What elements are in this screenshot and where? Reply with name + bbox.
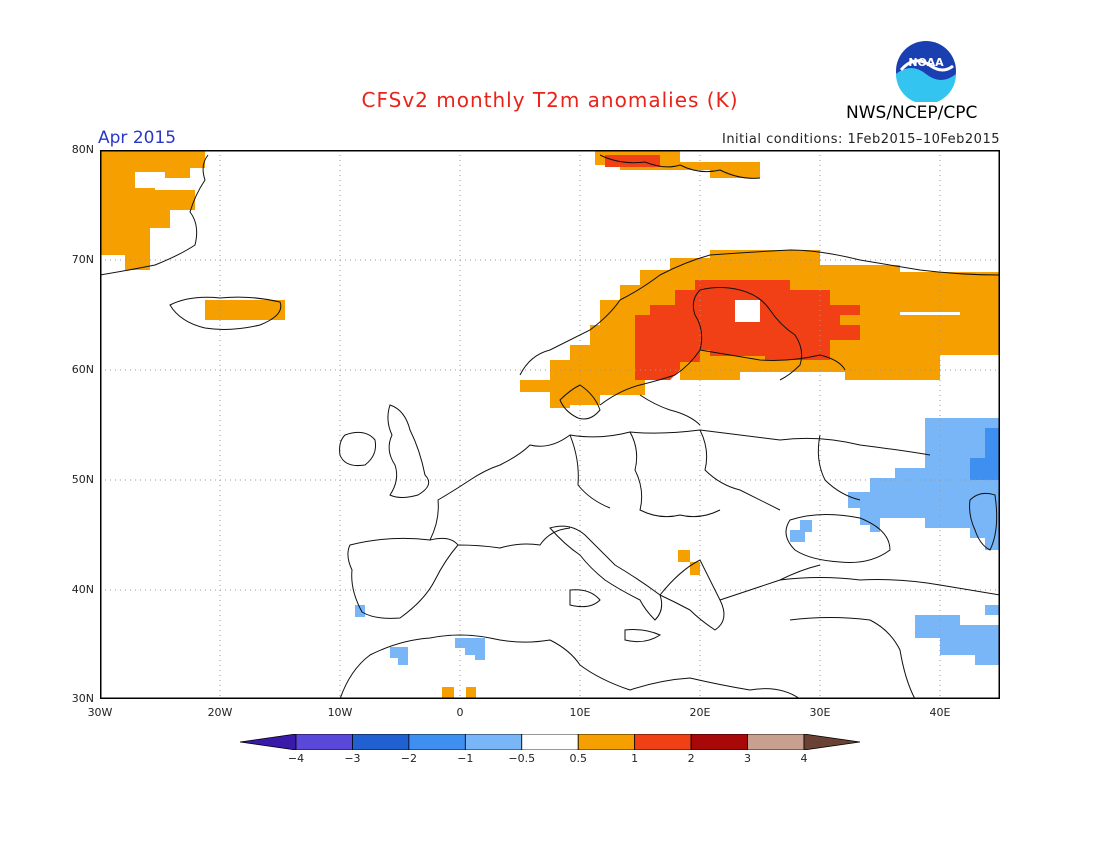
initial-conditions: Initial conditions: 1Feb2015–10Feb2015 <box>721 132 1000 147</box>
legend-label: −4 <box>287 752 305 765</box>
legend-label: 1 <box>631 752 639 765</box>
legend-swatch <box>521 734 579 750</box>
logo-text: NOAA <box>908 56 944 69</box>
forecast-month: Apr 2015 <box>98 128 177 148</box>
legend-swatch <box>408 734 466 750</box>
lat-label-60n: 60N <box>71 363 94 376</box>
lon-label-30e: 30E <box>809 706 831 719</box>
legend-label: −2 <box>400 752 417 765</box>
legend-label: 2 <box>687 752 695 765</box>
legend-swatch <box>240 734 297 750</box>
lon-label-20w: 20W <box>207 706 233 719</box>
legend-label: 4 <box>800 752 808 765</box>
legend-label: −1 <box>457 752 474 765</box>
legend-swatch <box>747 734 805 750</box>
lat-label-50n: 50N <box>71 473 94 486</box>
legend-label: 0.5 <box>569 752 587 765</box>
coastlines <box>100 154 1000 699</box>
legend-swatch <box>352 734 410 750</box>
lon-label-30w: 30W <box>87 706 113 719</box>
lon-label-0: 0 <box>456 706 464 719</box>
lat-label-30n: 30N <box>71 692 94 705</box>
legend-label: −3 <box>344 752 361 765</box>
legend-swatch <box>577 734 636 750</box>
lon-label-10e: 10E <box>569 706 591 719</box>
organization-label: NWS/NCEP/CPC <box>846 103 978 123</box>
legend-label: −0.5 <box>508 752 536 765</box>
lon-label-20e: 20E <box>689 706 711 719</box>
graticule <box>100 150 1000 699</box>
legend-swatch <box>295 734 353 750</box>
legend-label: 3 <box>744 752 752 765</box>
legend-swatch <box>803 734 860 750</box>
warm-anomaly-regions <box>100 150 1000 699</box>
anomaly-map <box>100 150 1000 699</box>
legend-swatch <box>634 734 692 750</box>
noaa-logo: NOAA <box>896 41 956 102</box>
lat-label-70n: 70N <box>71 253 94 266</box>
legend-swatch <box>464 734 523 750</box>
lon-label-10w: 10W <box>327 706 353 719</box>
lat-label-40n: 40N <box>71 583 94 596</box>
legend-swatch <box>690 734 748 750</box>
legend-colorbar <box>240 734 860 750</box>
cold-anomaly-regions <box>355 418 1000 665</box>
chart-title: CFSv2 monthly T2m anomalies (K) <box>361 88 739 112</box>
lat-label-80n: 80N <box>71 143 94 156</box>
lon-label-40e: 40E <box>929 706 951 719</box>
